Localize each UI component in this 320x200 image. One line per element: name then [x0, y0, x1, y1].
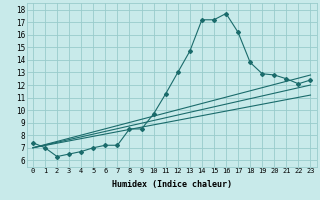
X-axis label: Humidex (Indice chaleur): Humidex (Indice chaleur)	[112, 180, 232, 189]
